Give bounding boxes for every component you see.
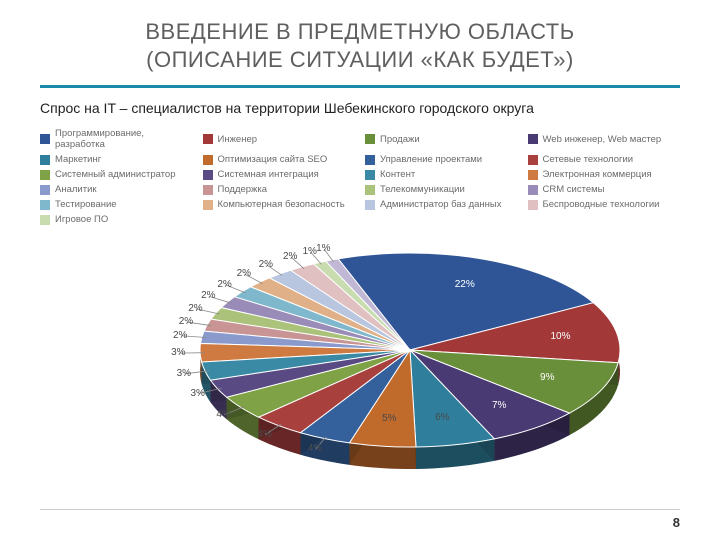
slice-label: 2% [188, 303, 202, 314]
legend-label: Администратор баз данных [380, 199, 501, 210]
legend-label: Беспроводные технологии [543, 199, 660, 210]
legend-swatch [203, 200, 213, 210]
legend-swatch [528, 185, 538, 195]
footer-rule [40, 509, 680, 510]
pie-chart: 22%10%9%7%6%5%4%4%4%3%3%3%2%2%2%2%2%2%2%… [40, 235, 680, 495]
legend-label: Программирование, разработка [55, 128, 193, 150]
legend-item: Системная интеграция [203, 169, 356, 180]
legend-label: Маркетинг [55, 154, 101, 165]
legend-item: Игровое ПО [40, 214, 193, 225]
legend-label: Системная интеграция [218, 169, 319, 180]
legend-swatch [365, 155, 375, 165]
legend-label: Компьютерная безопасность [218, 199, 345, 210]
legend-swatch [528, 170, 538, 180]
slice-label: 22% [455, 279, 475, 290]
legend-item: Администратор баз данных [365, 199, 518, 210]
legend-label: Поддержка [218, 184, 268, 195]
legend-label: CRM системы [543, 184, 605, 195]
legend-item: CRM системы [528, 184, 681, 195]
slice-label: 9% [540, 372, 554, 383]
legend-swatch [40, 155, 50, 165]
legend-swatch [40, 215, 50, 225]
legend-swatch [365, 200, 375, 210]
legend-swatch [40, 185, 50, 195]
legend-item: Беспроводные технологии [528, 199, 681, 210]
subtitle: Спрос на IT – специалистов на территории… [0, 96, 720, 124]
legend-label: Продажи [380, 134, 420, 145]
legend-item: Электронная коммерция [528, 169, 681, 180]
legend-item: Поддержка [203, 184, 356, 195]
slice-label: 2% [201, 290, 215, 301]
legend-swatch [203, 170, 213, 180]
slice-label: 2% [173, 330, 187, 341]
title-rule [40, 85, 680, 88]
legend-item: Системный администратор [40, 169, 193, 180]
slice-label: 6% [435, 412, 449, 423]
legend-label: Электронная коммерция [543, 169, 652, 180]
legend-item: Тестирование [40, 199, 193, 210]
legend-swatch [365, 134, 375, 144]
legend-swatch [203, 155, 213, 165]
slice-label: 3% [171, 347, 185, 358]
legend-swatch [40, 200, 50, 210]
slice-label: 2% [237, 268, 251, 279]
legend-swatch [528, 134, 538, 144]
legend-label: Игровое ПО [55, 214, 108, 225]
slice-label: 4% [216, 409, 230, 420]
slice-label: 10% [551, 331, 571, 342]
slice-label: 3% [177, 368, 191, 379]
slice-label: 2% [179, 316, 193, 327]
title-line-2: (ОПИСАНИЕ СИТУАЦИИ «КАК БУДЕТ») [146, 47, 574, 72]
slice-label: 1% [316, 243, 330, 254]
page-number: 8 [673, 515, 680, 530]
slice-label: 7% [492, 400, 506, 411]
slice-label: 2% [283, 251, 297, 262]
slice-label: 4% [257, 429, 271, 440]
legend-label: Сетевые технологии [543, 154, 634, 165]
slice-label: 1% [303, 246, 317, 257]
legend-item: Аналитик [40, 184, 193, 195]
legend-item: Контент [365, 169, 518, 180]
legend-item: Оптимизация сайта SEO [203, 154, 356, 165]
legend-item: Web инженер, Web мастер [528, 128, 681, 150]
slice-label: 3% [190, 388, 204, 399]
slice-label: 2% [259, 259, 273, 270]
legend-label: Управление проектами [380, 154, 482, 165]
legend-label: Оптимизация сайта SEO [218, 154, 328, 165]
legend-item: Инженер [203, 128, 356, 150]
legend-swatch [203, 185, 213, 195]
legend-swatch [365, 185, 375, 195]
legend-swatch [528, 200, 538, 210]
slice-label: 4% [308, 443, 322, 454]
legend-item: Продажи [365, 128, 518, 150]
legend-item: Компьютерная безопасность [203, 199, 356, 210]
legend-label: Телекоммуникации [380, 184, 465, 195]
legend-label: Аналитик [55, 184, 97, 195]
legend-swatch [528, 155, 538, 165]
legend-item: Маркетинг [40, 154, 193, 165]
slice-label: 2% [217, 279, 231, 290]
legend-item: Телекоммуникации [365, 184, 518, 195]
legend-swatch [365, 170, 375, 180]
legend-item: Сетевые технологии [528, 154, 681, 165]
chart-legend: Программирование, разработка Инженер Прода… [0, 124, 720, 235]
title-line-1: ВВЕДЕНИЕ В ПРЕДМЕТНУЮ ОБЛАСТЬ [145, 19, 574, 44]
legend-item: Управление проектами [365, 154, 518, 165]
legend-swatch [40, 134, 50, 144]
legend-swatch [203, 134, 213, 144]
legend-label: Контент [380, 169, 415, 180]
legend-label: Инженер [218, 134, 258, 145]
slice-label: 5% [382, 413, 396, 424]
legend-label: Системный администратор [55, 169, 176, 180]
page-title: ВВЕДЕНИЕ В ПРЕДМЕТНУЮ ОБЛАСТЬ (ОПИСАНИЕ … [0, 0, 720, 81]
legend-swatch [40, 170, 50, 180]
legend-label: Web инженер, Web мастер [543, 134, 662, 145]
legend-item: Программирование, разработка [40, 128, 193, 150]
legend-label: Тестирование [55, 199, 117, 210]
